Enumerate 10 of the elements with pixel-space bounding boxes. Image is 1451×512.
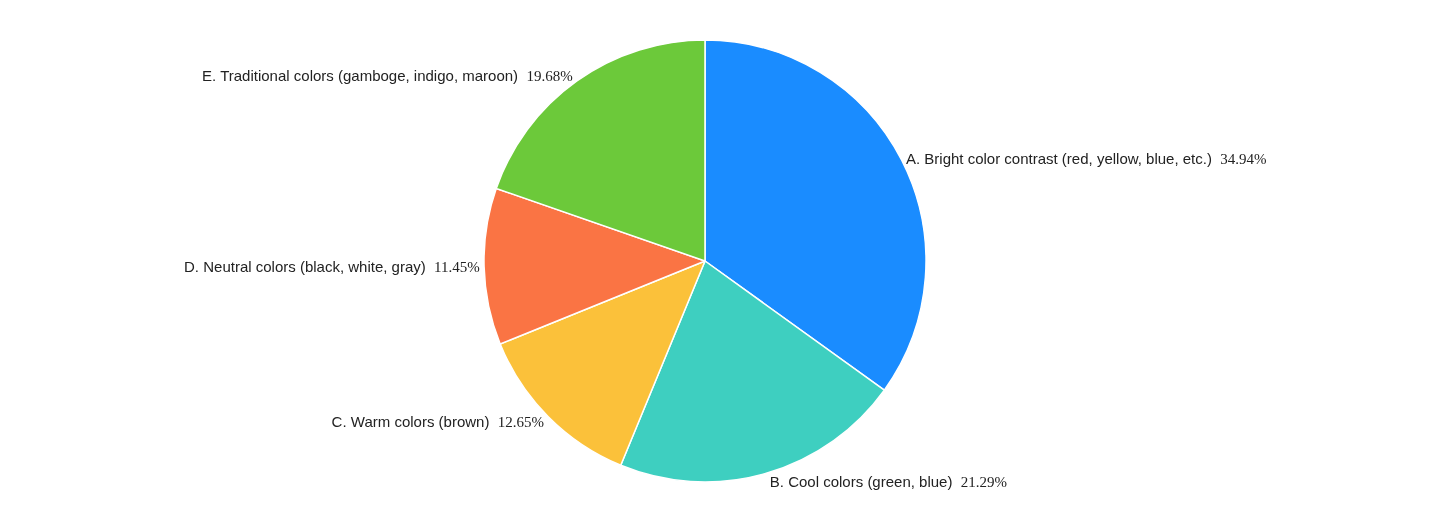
slice-label: B. Cool colors (green, blue) xyxy=(769,472,953,490)
data-label: 12.65% xyxy=(497,413,544,430)
data-label: 21.29% xyxy=(960,473,1008,490)
data-label: 11.45% xyxy=(434,259,480,276)
slice-label: D. Neutral colors (black, white, gray) xyxy=(184,258,426,276)
slice-label: E. Traditional colors (gamboge, indigo, maroon) xyxy=(202,66,519,84)
slice-label: C. Warm colors (brown) xyxy=(331,412,490,430)
slice-label: A. Bright color contrast (red, yellow, blue, etc.) xyxy=(905,150,1212,168)
data-label: 19.68% xyxy=(526,67,573,84)
data-label: 34.94% xyxy=(1220,151,1267,168)
